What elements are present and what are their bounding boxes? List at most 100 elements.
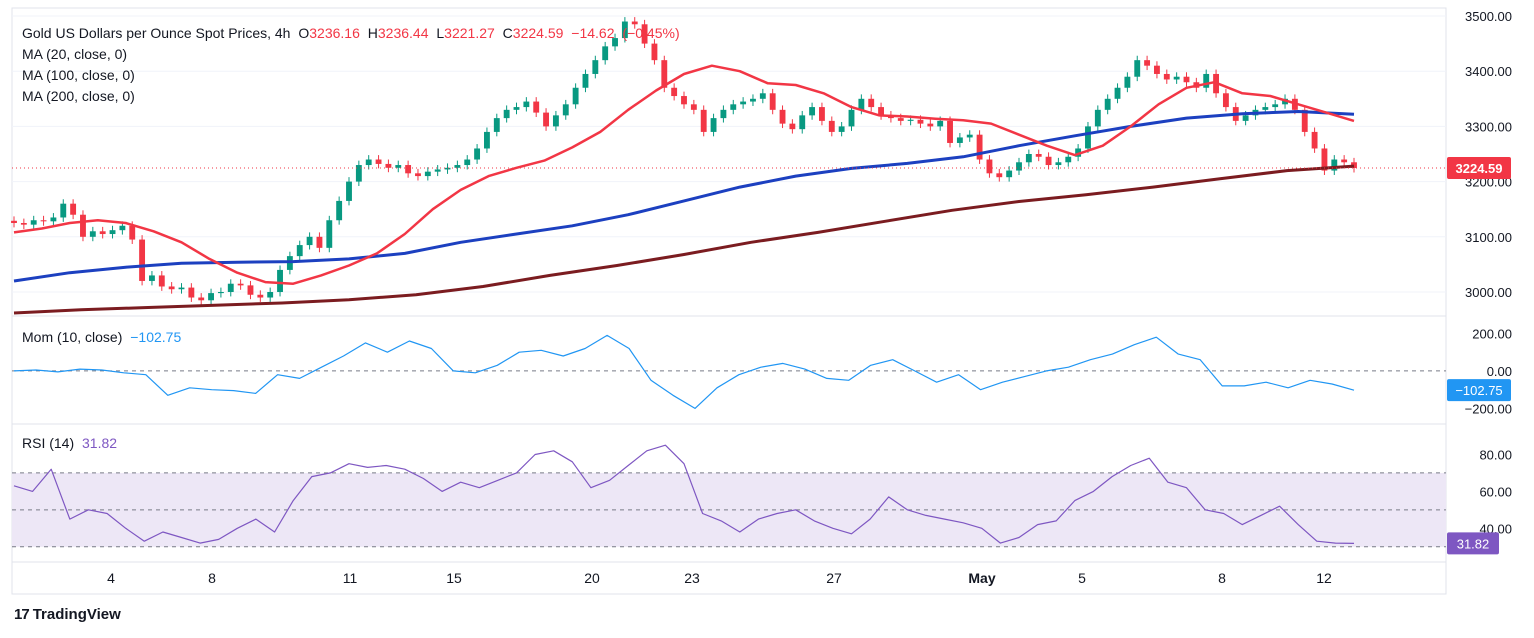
candle-body xyxy=(631,21,638,25)
rsi-value-label: 31.82 xyxy=(1457,536,1490,551)
candle-body xyxy=(927,123,934,127)
candle-body xyxy=(1124,76,1131,88)
candle-body xyxy=(651,43,658,61)
candle-body xyxy=(306,236,313,246)
candle-body xyxy=(592,60,599,74)
candle-body xyxy=(60,203,67,218)
candle-body xyxy=(641,24,648,44)
candle-body xyxy=(1301,109,1308,132)
mom-tick-label: −200.00 xyxy=(1465,401,1512,416)
candle-body xyxy=(1016,162,1022,171)
x-tick-label: 11 xyxy=(343,570,358,586)
change-value: −14.62 xyxy=(571,25,615,41)
candle-body xyxy=(799,115,806,130)
candle-body xyxy=(277,269,283,292)
candle-body xyxy=(1272,104,1279,108)
candle-body xyxy=(296,245,303,257)
candle-body xyxy=(129,225,136,240)
candle-body xyxy=(769,93,776,110)
ma20-legend[interactable]: MA (20, close, 0) xyxy=(22,46,128,62)
candle-body xyxy=(947,120,953,143)
candle-body xyxy=(365,159,372,166)
price-tick-label: 3000.00 xyxy=(1465,285,1512,300)
mom-legend[interactable]: Mom (10, close) −102.75 xyxy=(22,329,185,345)
candle-body xyxy=(1311,131,1318,149)
candle-body xyxy=(217,292,224,294)
high-value: 3236.44 xyxy=(377,25,429,41)
tradingview-logo[interactable]: 17 TradingView xyxy=(14,606,121,623)
candle-body xyxy=(710,118,717,132)
candle-body xyxy=(227,283,234,292)
candle-body xyxy=(375,159,382,164)
candle-body xyxy=(326,220,333,248)
candle-body xyxy=(740,101,747,105)
candle-body xyxy=(878,107,884,116)
candle-body xyxy=(1144,60,1151,66)
x-tick-label: May xyxy=(968,570,995,586)
x-tick-label: 8 xyxy=(1218,570,1226,586)
candle-body xyxy=(937,120,944,127)
candle-body xyxy=(1085,126,1091,149)
candle-body xyxy=(198,297,205,301)
candle-body xyxy=(690,104,697,110)
candle-body xyxy=(1006,170,1013,178)
candle-body xyxy=(20,223,27,225)
rsi-legend[interactable]: RSI (14) 31.82 xyxy=(22,435,121,451)
candle-body xyxy=(168,286,175,290)
candle-body xyxy=(208,293,214,301)
candle-body xyxy=(454,165,461,168)
candle-body xyxy=(730,104,737,110)
mom-value-label: −102.75 xyxy=(1455,383,1502,398)
x-tick-label: 4 xyxy=(107,570,115,586)
rsi-pane xyxy=(12,444,1446,548)
mom-value: −102.75 xyxy=(130,329,182,345)
low-label: L xyxy=(436,25,445,41)
ma200-legend[interactable]: MA (200, close, 0) xyxy=(22,88,135,104)
candle-body xyxy=(582,73,589,88)
candle-body xyxy=(80,214,86,237)
candle-body xyxy=(503,109,510,119)
candle-body xyxy=(868,98,875,108)
candle-body xyxy=(907,119,914,121)
mom-tick-label: 200.00 xyxy=(1472,326,1512,341)
candle-body xyxy=(552,115,559,127)
x-tick-label: 23 xyxy=(684,570,700,586)
mom-tick-label: 0.00 xyxy=(1487,364,1512,379)
rsi-line xyxy=(13,444,1355,544)
candle-body xyxy=(612,38,618,47)
candle-body xyxy=(1035,154,1042,157)
candle-body xyxy=(986,159,993,174)
candle-body xyxy=(1065,156,1072,163)
candle-body xyxy=(316,236,323,248)
candle-body xyxy=(533,101,540,113)
grid xyxy=(11,7,1447,595)
candle-body xyxy=(444,167,451,170)
candle-body xyxy=(956,137,963,143)
candle-body xyxy=(1222,93,1229,108)
candle-body xyxy=(1094,109,1101,127)
candle-body xyxy=(178,287,185,290)
axes: 3500.003400.003300.003200.003100.003000.… xyxy=(107,9,1512,586)
candle-body xyxy=(1262,107,1269,110)
candle-body xyxy=(523,101,530,108)
candle-body xyxy=(621,21,628,39)
candle-body xyxy=(966,134,973,138)
candle-body xyxy=(838,126,845,132)
candle-body xyxy=(395,165,402,168)
candle-body xyxy=(464,159,471,166)
candle-body xyxy=(1203,73,1210,88)
rsi-value: 31.82 xyxy=(82,435,118,451)
candle-body xyxy=(562,104,569,116)
candle-body xyxy=(70,203,77,215)
last-price-label: 3224.59 xyxy=(1456,161,1503,176)
candle-body xyxy=(917,119,924,124)
ma100-legend[interactable]: MA (100, close, 0) xyxy=(22,67,135,83)
candle-body xyxy=(139,239,146,281)
candle-body xyxy=(848,109,855,127)
candle-body xyxy=(1075,148,1082,157)
candle-body xyxy=(405,165,412,174)
momentum-pane xyxy=(12,334,1446,409)
candle-body xyxy=(11,220,17,223)
candle-body xyxy=(237,283,244,286)
